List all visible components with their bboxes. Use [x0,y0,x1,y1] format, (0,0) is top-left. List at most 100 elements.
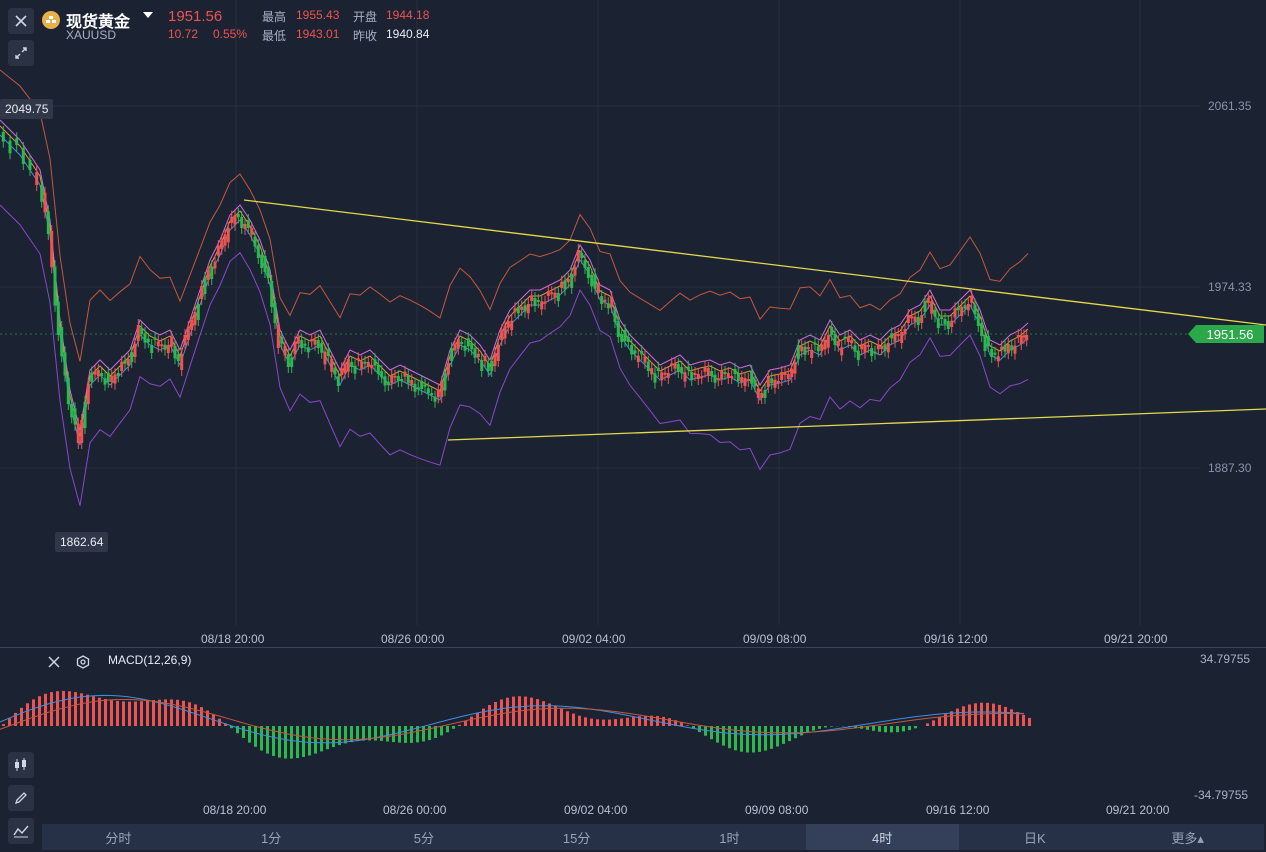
candlestick [253,236,257,247]
macd-chart[interactable] [0,648,1266,824]
candlestick [216,246,220,256]
low-marker: 1862.64 [55,532,109,552]
candlestick [476,353,480,357]
macd-histogram-bar [938,717,941,726]
candlestick [606,303,610,309]
candlestick [8,140,12,154]
candlestick [70,404,74,418]
tab-5min[interactable]: 5分 [413,830,434,846]
candlestick [616,321,620,337]
candlestick [503,325,507,339]
candlestick [140,328,144,335]
candlestick [410,380,414,385]
tab-timeline[interactable]: 分时 [105,830,132,846]
candlestick [650,368,654,375]
candlestick [680,367,684,374]
macd-close-button[interactable] [47,655,61,674]
candlestick [433,396,437,402]
macd-histogram-bar [1004,706,1007,726]
tab-4hour[interactable]: 4时 [805,824,959,850]
candlestick [613,309,617,322]
candlestick [460,342,464,344]
macd-histogram-bar [710,726,713,740]
macd-histogram-bar [470,716,473,726]
macd-time-label: 09/09 08:00 [745,803,809,817]
candlestick [630,345,634,355]
candlestick [376,364,380,374]
candlestick [986,336,990,346]
expand-button[interactable] [8,40,34,66]
instrument-title[interactable]: 现货黄金 [66,14,131,31]
macd-histogram-bar [122,701,125,726]
candlestick [356,358,360,361]
time-axis-label: 08/26 00:00 [381,632,445,646]
macd-histogram-bar [806,726,809,733]
candlestick [21,148,25,164]
candlestick [283,345,287,356]
macd-histogram-bar [38,696,41,726]
candlestick-tool-button[interactable] [8,752,34,778]
candlestick [816,346,820,352]
candlestick [530,296,534,301]
candlestick [186,327,190,340]
candlestick [540,301,544,310]
candlestick [346,359,350,372]
tab-more[interactable]: 更多▴ [1171,830,1204,846]
candlestick [386,381,390,385]
candlestick [706,368,710,376]
close-button[interactable] [8,8,34,34]
macd-histogram-bar [530,697,533,726]
candlestick [790,368,794,377]
candlestick [860,344,864,350]
macd-histogram-bar [44,693,47,726]
tab-daily[interactable]: 日K [1024,830,1046,846]
candlestick [836,341,840,346]
caret-down-icon[interactable] [143,12,153,18]
candlestick [446,363,450,375]
macd-histogram-bar [758,726,761,752]
macd-histogram-bar [458,724,461,726]
candlestick [660,372,664,381]
macd-histogram-bar [506,697,509,726]
candlestick [536,300,540,302]
macd-histogram-bar [548,703,551,726]
macd-histogram-bar [164,699,167,726]
candlestick [310,339,314,342]
candlestick [413,383,417,392]
tab-1min[interactable]: 1分 [261,830,282,846]
candlestick [486,363,490,371]
macd-histogram-bar [380,726,383,741]
candlestick [236,214,240,218]
draw-tool-button[interactable] [8,785,34,811]
candlestick [710,371,714,376]
candlestick [716,378,720,381]
candlestick [350,362,354,367]
candlestick [63,352,67,376]
tab-15min[interactable]: 15分 [562,830,591,846]
candlestick [880,345,884,349]
candlestick [183,335,187,345]
macd-histogram-bar [284,726,287,759]
candlestick [546,291,550,296]
tab-1hour[interactable]: 1时 [719,830,740,846]
macd-histogram-bar [782,726,785,744]
indicator-tool-button[interactable] [8,818,34,844]
macd-histogram-bar [290,726,293,759]
macd-histogram-bar [572,713,575,726]
candlestick [683,372,687,382]
candlestick [760,393,764,398]
macd-histogram-bar [152,700,155,726]
macd-histogram-bar [524,696,527,726]
candlestick [523,305,527,312]
macd-settings-button[interactable] [76,655,90,674]
price-chart[interactable] [0,0,1266,648]
macd-histogram-bar [248,726,251,743]
macd-histogram-bar [8,718,11,726]
candlestick [326,349,330,356]
candlestick [130,352,134,362]
candlestick [973,304,977,315]
macd-histogram-bar [188,702,191,726]
moving-average [0,134,1029,446]
candlestick [220,240,224,249]
candlestick [670,363,674,366]
